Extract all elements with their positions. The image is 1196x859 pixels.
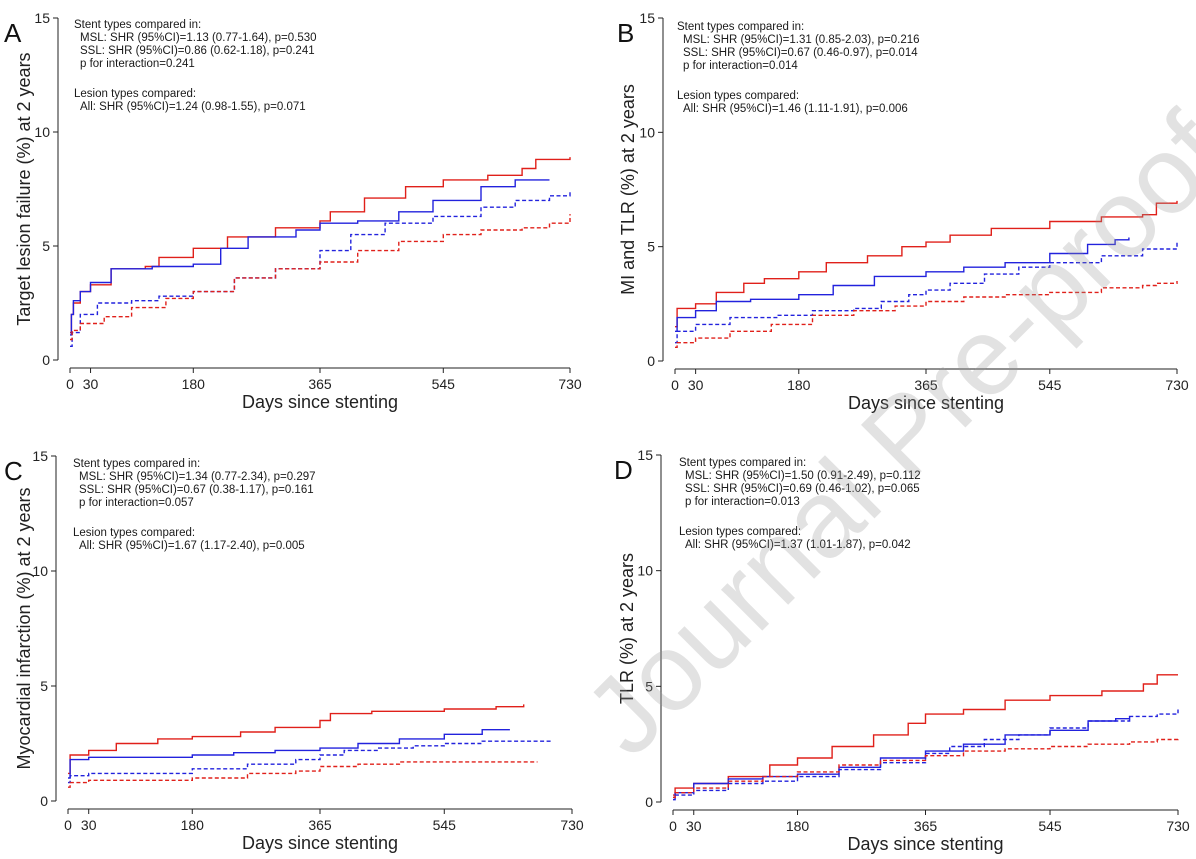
annotation-line: Lesion types compared: [679, 526, 801, 538]
x-tick-label: 730 [1166, 818, 1190, 834]
x-tick-label: 730 [558, 376, 582, 392]
series-line [673, 709, 1179, 801]
annotation-line: p for interaction=0.013 [685, 496, 800, 508]
x-tick-label: 545 [1038, 818, 1062, 834]
x-axis-label: Days since stenting [242, 392, 398, 412]
series-line [675, 237, 1130, 332]
x-tick-label: 730 [1165, 377, 1189, 393]
panel-label: A [4, 18, 22, 48]
annotation-line: Stent types compared in: [677, 21, 804, 33]
panel-label: D [614, 455, 633, 485]
annotation-line: SSL: SHR (95%CI)=0.86 (0.62-1.18), p=0.2… [80, 45, 315, 57]
series-line [673, 674, 1178, 796]
annotation-line: Lesion types compared: [677, 90, 799, 102]
x-tick-label: 180 [787, 377, 811, 393]
annotation-line: p for interaction=0.241 [80, 58, 195, 70]
x-tick-label: 30 [83, 376, 99, 392]
panel-a: A 0 5 10 15 0 30 180 365 545 730 Days since stentin… [4, 10, 582, 412]
series-line [673, 737, 1179, 799]
series-line [70, 179, 550, 336]
panel-label: B [617, 18, 634, 48]
panel-c: C 0 5 10 15 0 30 180 365 545 730 Days since stentin… [4, 448, 584, 853]
y-tick-label: 0 [645, 794, 653, 810]
annotation-line: Stent types compared in: [74, 19, 201, 31]
y-tick-label: 15 [32, 448, 48, 464]
annotation-line: Lesion types compared: [73, 527, 195, 539]
panel-label: C [4, 456, 23, 486]
panel-b: B 0 5 10 15 0 30 180 365 545 730 Days since stentin… [617, 10, 1189, 413]
y-tick-label: 5 [40, 678, 48, 694]
x-tick-label: 30 [686, 818, 702, 834]
y-tick-label: 0 [647, 353, 655, 369]
y-tick-label: 10 [637, 563, 653, 579]
x-tick-label: 365 [914, 818, 938, 834]
series-line [70, 214, 571, 341]
x-tick-label: 0 [669, 818, 677, 834]
y-tick-label: 5 [645, 678, 653, 694]
y-tick-label: 10 [34, 124, 50, 140]
series-line [68, 729, 510, 779]
x-tick-label: 180 [181, 817, 205, 833]
series-line [675, 281, 1178, 348]
y-tick-label: 15 [639, 10, 655, 26]
x-axis-label: Days since stenting [848, 393, 1004, 413]
panel-d: D 0 5 10 15 0 30 180 365 545 730 Days since stentin… [614, 447, 1190, 854]
annotation-line: p for interaction=0.057 [79, 497, 194, 509]
y-tick-label: 15 [637, 447, 653, 463]
annotation-line: All: SHR (95%CI)=1.46 (1.11-1.91), p=0.0… [683, 103, 908, 115]
annotation-line: MSL: SHR (95%CI)=1.34 (0.77-2.34), p=0.2… [79, 471, 316, 483]
x-tick-label: 545 [433, 817, 457, 833]
series-line [675, 200, 1178, 328]
y-axis-label: Target lesion failure (%) at 2 years [14, 52, 34, 325]
series-line [675, 242, 1178, 344]
series-line [68, 740, 552, 784]
annotation-line: Lesion types compared: [74, 88, 196, 100]
annotation-line: SSL: SHR (95%CI)=0.69 (0.46-1.02), p=0.0… [685, 483, 920, 495]
annotation-line: MSL: SHR (95%CI)=1.50 (0.91-2.49), p=0.1… [685, 470, 921, 482]
x-axis-label: Days since stenting [242, 833, 398, 853]
x-tick-label: 545 [1038, 377, 1062, 393]
y-tick-label: 5 [42, 238, 50, 254]
y-tick-label: 5 [647, 239, 655, 255]
y-tick-label: 10 [639, 124, 655, 140]
series-line [673, 716, 1131, 799]
annotation-line: MSL: SHR (95%CI)=1.13 (0.77-1.64), p=0.5… [80, 32, 317, 44]
annotation-line: p for interaction=0.014 [683, 60, 798, 72]
annotation-line: SSL: SHR (95%CI)=0.67 (0.46-0.97), p=0.0… [683, 47, 918, 59]
annotation-line: All: SHR (95%CI)=1.67 (1.17-2.40), p=0.0… [79, 540, 305, 552]
annotation-line: SSL: SHR (95%CI)=0.67 (0.38-1.17), p=0.1… [79, 484, 314, 496]
x-axis-label: Days since stenting [847, 834, 1003, 854]
annotation-line: All: SHR (95%CI)=1.24 (0.98-1.55), p=0.0… [80, 101, 306, 113]
annotation-line: All: SHR (95%CI)=1.37 (1.01-1.87), p=0.0… [685, 539, 911, 551]
y-tick-label: 10 [32, 563, 48, 579]
x-tick-label: 180 [182, 376, 206, 392]
x-tick-label: 0 [64, 817, 72, 833]
x-tick-label: 365 [308, 817, 332, 833]
annotation-line: MSL: SHR (95%CI)=1.31 (0.85-2.03), p=0.2… [683, 34, 920, 46]
y-tick-label: 15 [34, 10, 50, 26]
x-tick-label: 30 [688, 377, 704, 393]
y-axis-label: TLR (%) at 2 years [617, 553, 637, 704]
x-tick-label: 730 [560, 817, 584, 833]
annotation-line: Stent types compared in: [679, 457, 806, 469]
series-line [68, 704, 525, 775]
series-line [68, 761, 538, 788]
y-tick-label: 0 [42, 352, 50, 368]
x-tick-label: 365 [914, 377, 938, 393]
x-tick-label: 0 [671, 377, 679, 393]
x-tick-label: 30 [81, 817, 97, 833]
x-tick-label: 0 [66, 376, 74, 392]
y-axis-label: Myocardial infarction (%) at 2 years [14, 487, 34, 769]
y-tick-label: 0 [40, 793, 48, 809]
x-tick-label: 180 [786, 818, 810, 834]
x-tick-label: 545 [432, 376, 456, 392]
x-tick-label: 365 [308, 376, 332, 392]
y-axis-label: MI and TLR (%) at 2 years [618, 84, 638, 295]
series-line [70, 157, 571, 334]
annotation-line: Stent types compared in: [73, 458, 200, 470]
